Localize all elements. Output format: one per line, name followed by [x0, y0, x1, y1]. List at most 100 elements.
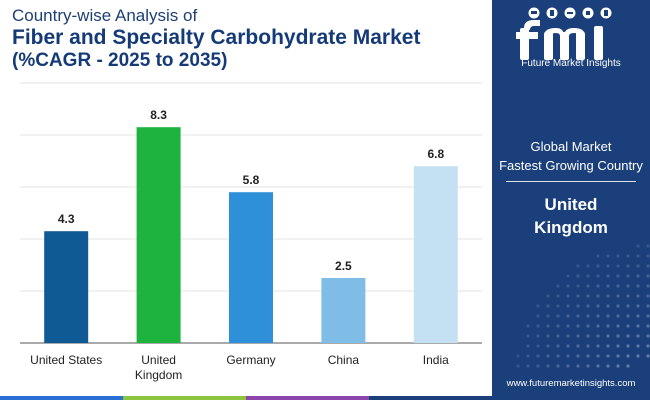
decor-dot	[536, 304, 540, 308]
decor-dot	[606, 264, 610, 268]
decor-dot	[566, 314, 570, 318]
decor-dot	[596, 254, 600, 258]
decor-dot	[576, 324, 580, 328]
decor-dot	[636, 294, 640, 298]
decor-dot	[586, 324, 590, 328]
decor-dot	[596, 314, 600, 318]
data-label: 6.8	[427, 147, 444, 161]
decor-dot	[576, 274, 580, 278]
x-tick-label: India	[423, 353, 449, 367]
decor-dot	[566, 324, 570, 328]
decor-dot	[646, 314, 650, 318]
decor-dot	[546, 304, 550, 308]
x-tick-label: United	[141, 353, 176, 367]
decorative-dot-pattern	[516, 244, 650, 368]
decor-dot	[606, 344, 610, 348]
decor-dot	[646, 344, 650, 348]
bar-india	[413, 166, 458, 343]
decor-dot	[556, 294, 560, 298]
bar-united-kingdom	[136, 127, 181, 343]
decor-dot	[606, 334, 610, 338]
decor-dot	[586, 284, 590, 288]
decor-dot	[626, 344, 630, 348]
decor-dot	[576, 314, 580, 318]
decor-dot	[636, 344, 640, 348]
data-label: 4.3	[58, 212, 75, 226]
decor-dot	[626, 314, 630, 318]
decor-dot	[596, 324, 600, 328]
decor-dot	[526, 344, 530, 348]
website-link[interactable]: www.futuremarketinsights.com	[506, 378, 636, 389]
decor-dot	[556, 344, 560, 348]
decor-dot	[586, 274, 590, 278]
decor-dot	[636, 324, 640, 328]
chart-cagr-label: (%CAGR - 2025 to 2035)	[12, 50, 228, 71]
decor-dot	[516, 364, 520, 368]
decor-dot	[616, 324, 620, 328]
decor-dot	[566, 354, 570, 358]
decor-dot	[586, 314, 590, 318]
decor-dot	[616, 274, 620, 278]
decor-dot	[606, 314, 610, 318]
decor-dot	[536, 334, 540, 338]
decor-dot	[616, 284, 620, 288]
decor-dot	[546, 334, 550, 338]
decor-dot	[616, 364, 620, 368]
decor-dot	[576, 284, 580, 288]
decor-dot	[606, 304, 610, 308]
fmi-logo-icon	[516, 7, 612, 60]
decor-dot	[596, 364, 600, 368]
decor-dot	[636, 274, 640, 278]
decor-dot	[606, 284, 610, 288]
chart-subtitle: Country-wise Analysis of	[12, 6, 198, 25]
decor-dot	[636, 254, 640, 258]
x-tick-label: Germany	[226, 353, 275, 367]
decor-dot	[646, 264, 650, 268]
decor-dot	[606, 254, 610, 258]
decor-dot	[586, 264, 590, 268]
decor-dot	[596, 284, 600, 288]
decor-dot	[646, 254, 650, 258]
decor-dot	[556, 364, 560, 368]
decor-dot	[646, 294, 650, 298]
decor-dot	[516, 354, 520, 358]
global-market-label: Global Market	[530, 139, 612, 154]
strip-segment-green	[123, 396, 246, 400]
data-label: 2.5	[335, 259, 352, 273]
decor-dot	[566, 304, 570, 308]
decor-dot	[576, 364, 580, 368]
decor-dot	[616, 334, 620, 338]
decor-dot	[526, 354, 530, 358]
decor-dot	[576, 304, 580, 308]
decor-dot	[596, 304, 600, 308]
decor-dot	[606, 274, 610, 278]
data-label: 8.3	[150, 108, 167, 122]
decor-dot	[526, 364, 530, 368]
decor-dot	[556, 354, 560, 358]
decor-dot	[626, 254, 630, 258]
decor-dot	[576, 344, 580, 348]
decor-dot	[626, 294, 630, 298]
decor-dot	[576, 334, 580, 338]
decor-dot	[636, 334, 640, 338]
decor-dot	[646, 284, 650, 288]
decor-dot	[556, 314, 560, 318]
decor-dot	[536, 314, 540, 318]
decor-dot	[576, 294, 580, 298]
fastest-country: United Kingdom	[492, 193, 650, 239]
fastest-growing-label: Fastest Growing Country	[499, 158, 643, 173]
decor-dot	[626, 264, 630, 268]
decor-dot	[536, 364, 540, 368]
decor-dot	[596, 294, 600, 298]
decor-dot	[586, 354, 590, 358]
bar-germany	[229, 192, 273, 343]
decor-dot	[626, 334, 630, 338]
decor-dot	[586, 364, 590, 368]
decor-dot	[546, 294, 550, 298]
decor-dot	[606, 294, 610, 298]
decor-dot	[576, 354, 580, 358]
decor-dot	[646, 304, 650, 308]
decor-dot	[616, 264, 620, 268]
strip-segment-blue	[0, 396, 123, 400]
